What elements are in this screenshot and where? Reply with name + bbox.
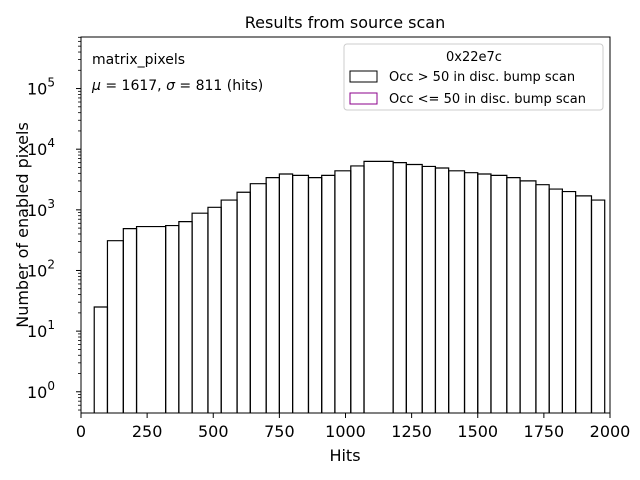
x-tick-label: 1000 — [325, 422, 366, 441]
x-axis-label: Hits — [329, 446, 360, 465]
x-axis: 0 250 500 750 1000 1250 1500 1750 2000 — [76, 413, 630, 441]
histogram-bin — [590, 199, 606, 413]
x-tick-label: 1250 — [391, 422, 432, 441]
legend-swatch-occ-low — [349, 92, 378, 105]
annotation-name: matrix_pixels — [92, 52, 185, 68]
annotation-stats: μ = 1617, σ = 811 (hits) — [91, 78, 263, 94]
legend-title: 0x22e7c — [446, 50, 502, 65]
histogram-series — [93, 160, 606, 413]
sigma-symbol: σ — [166, 78, 176, 94]
x-tick-label: 0 — [76, 422, 86, 441]
chart-title: Results from source scan — [245, 13, 445, 32]
x-tick-label: 500 — [198, 422, 229, 441]
legend-box — [343, 43, 604, 111]
sigma-value: = 811 (hits) — [175, 78, 263, 94]
legend-label-occ-low: Occ <= 50 in disc. bump scan — [389, 92, 586, 107]
x-tick-label: 2000 — [590, 422, 631, 441]
x-tick-label: 1750 — [524, 422, 565, 441]
legend-swatch-occ-high — [349, 70, 378, 83]
legend: 0x22e7c Occ > 50 in disc. bump scan Occ … — [343, 43, 604, 111]
y-axis-label: Number of enabled pixels — [13, 122, 32, 328]
mu-value: = 1617, — [101, 78, 166, 94]
legend-label-occ-high: Occ > 50 in disc. bump scan — [389, 70, 575, 85]
x-tick-label: 1500 — [457, 422, 498, 441]
x-tick-label: 750 — [264, 422, 295, 441]
x-tick-label: 250 — [132, 422, 163, 441]
mu-symbol: μ — [91, 78, 101, 94]
